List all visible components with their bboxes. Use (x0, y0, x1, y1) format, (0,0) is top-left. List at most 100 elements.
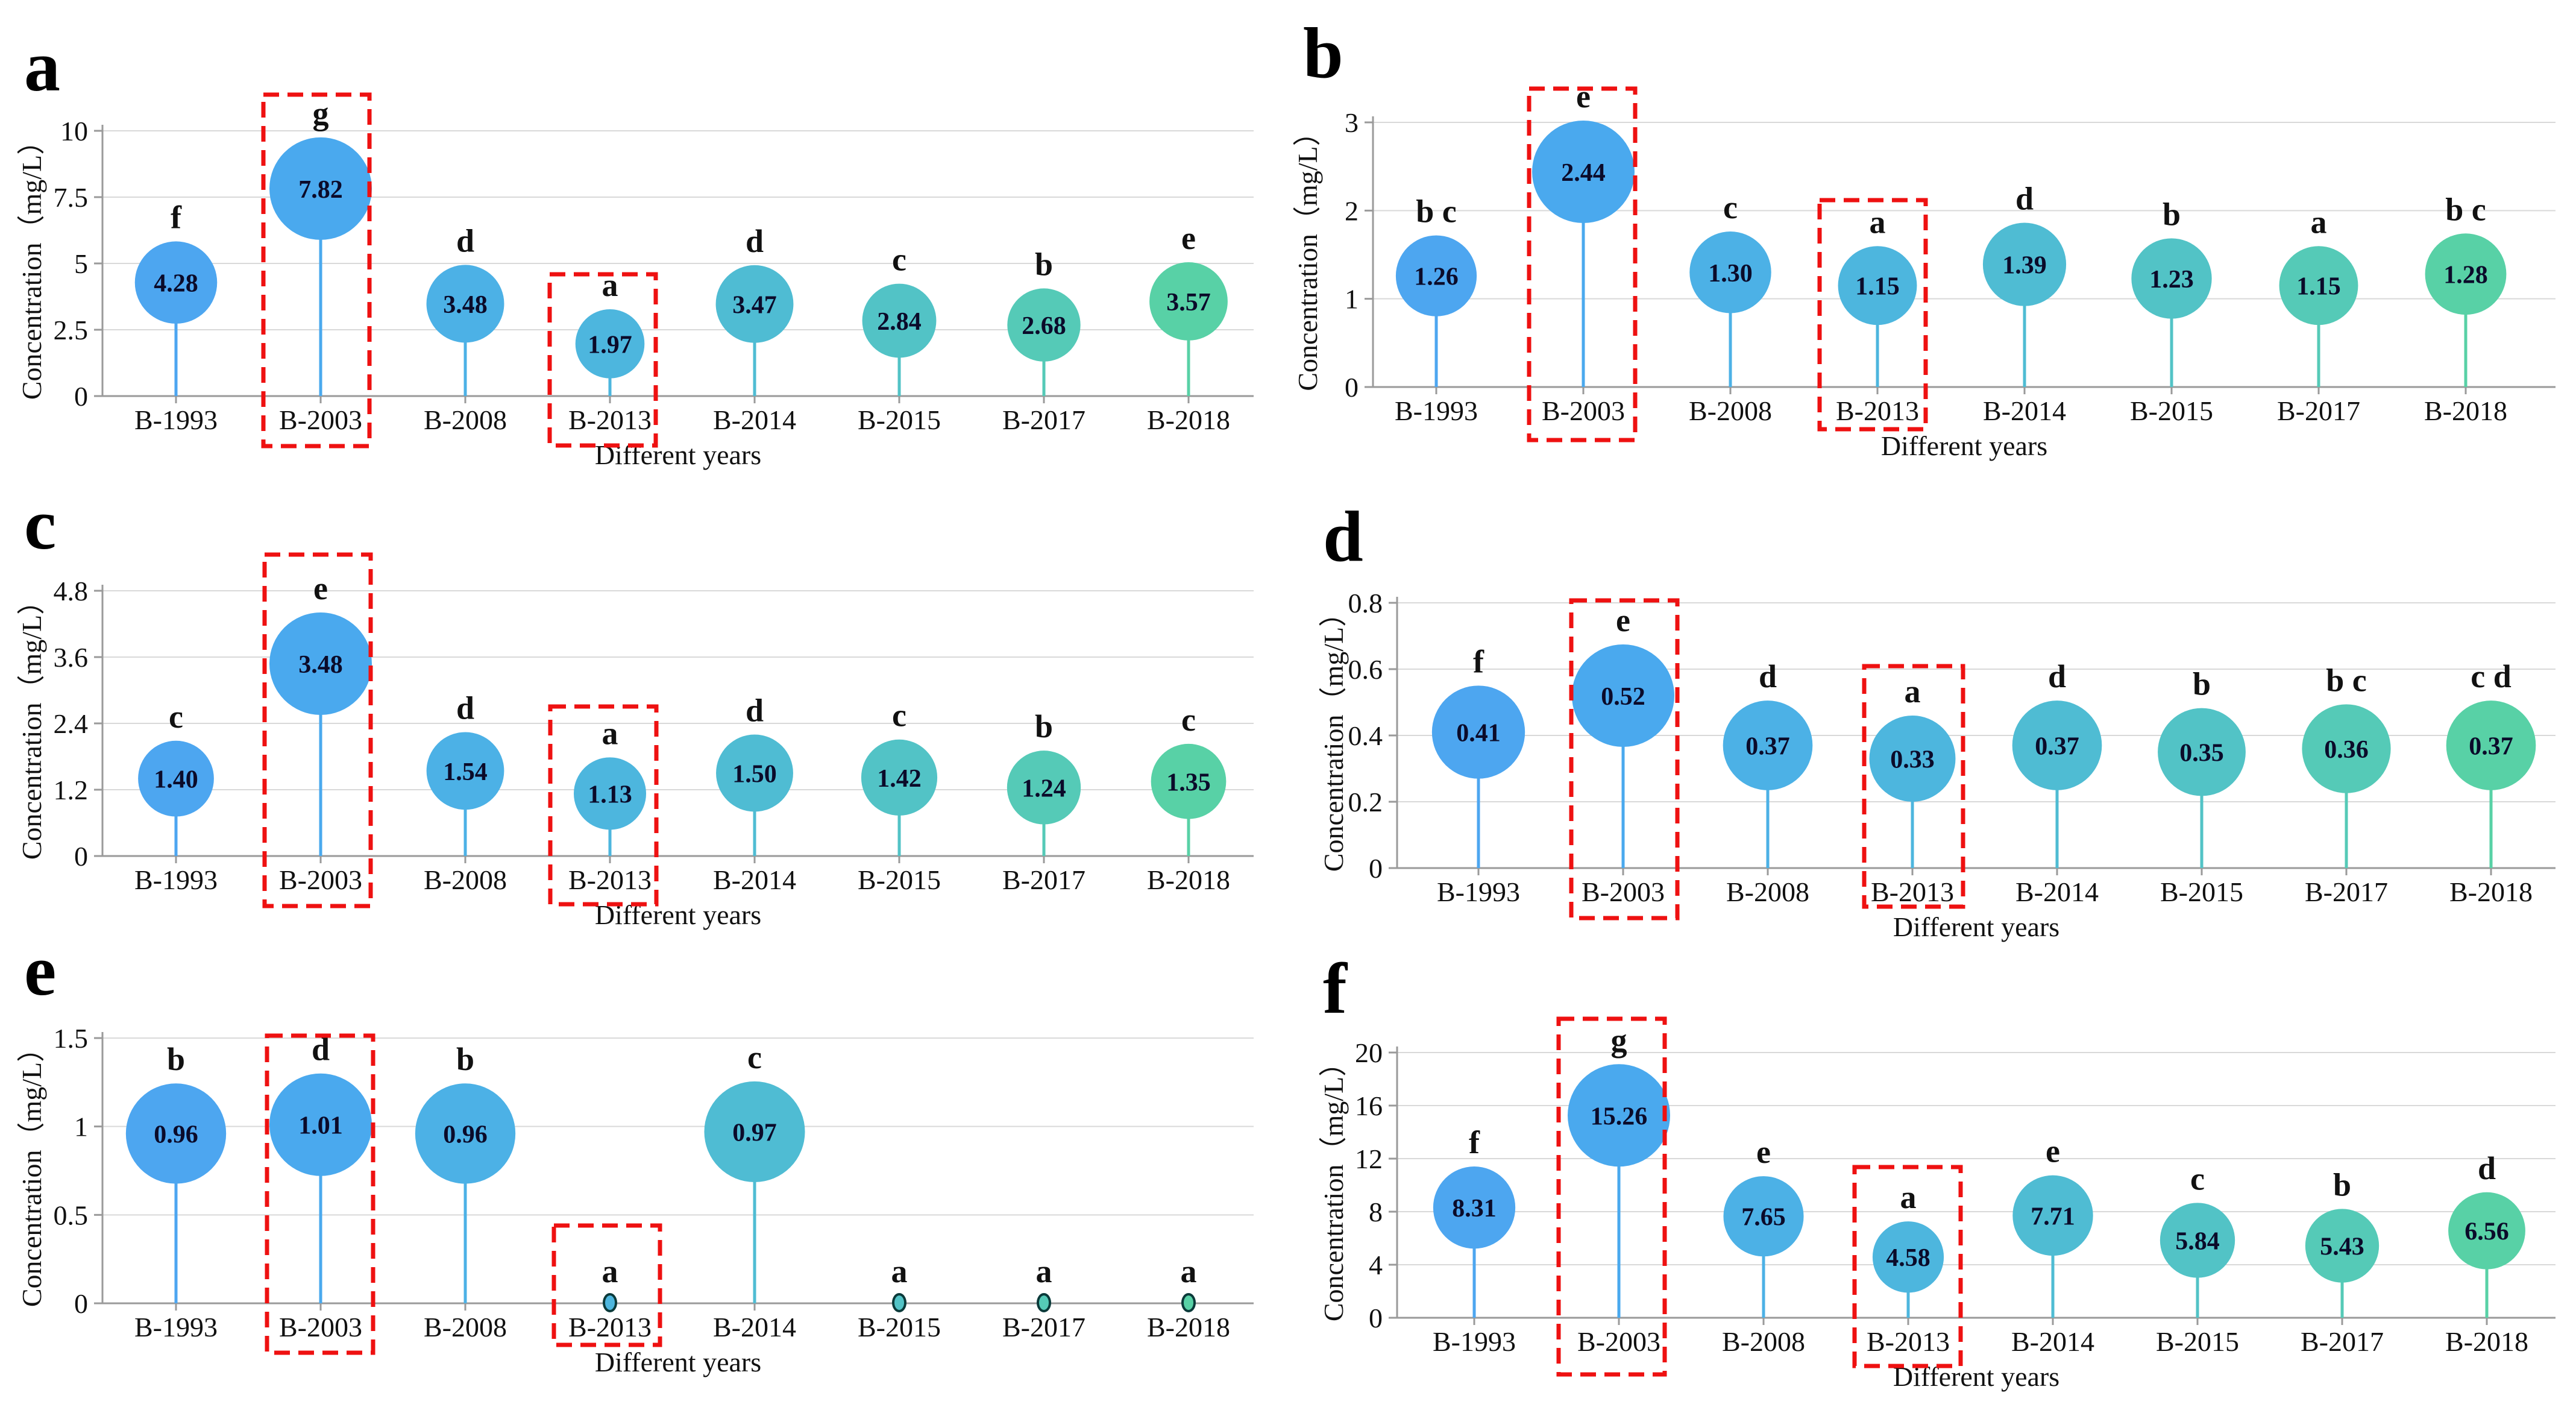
lollipop-bubble (1395, 235, 1477, 316)
significance-letter: c (892, 242, 906, 278)
panel-letter: c (24, 484, 56, 564)
highlight-box (1527, 86, 1638, 442)
x-tick-label: B-2008 (424, 864, 507, 895)
lollipop-bubble (704, 1081, 805, 1183)
y-tick-label: 0.8 (1348, 588, 1383, 618)
significance-letter: g (1611, 1022, 1627, 1058)
y-tick-label: 12 (1355, 1144, 1383, 1174)
significance-letter: a (1036, 1253, 1052, 1289)
highlight-box (551, 1223, 662, 1347)
x-tick-label: B-2008 (1689, 395, 1772, 426)
y-axis-title: Concentration（mg/L） (16, 127, 47, 400)
significance-letter: e (1181, 220, 1196, 256)
data-label: 0.37 (2035, 733, 2079, 761)
x-tick-label: B-2018 (1147, 1312, 1230, 1342)
x-tick-label: B-2015 (858, 404, 941, 435)
y-tick-label: 2.5 (54, 315, 89, 345)
lollipop-bubble (1007, 751, 1081, 825)
significance-letter: a (1905, 673, 1921, 710)
lollipop-bubble (1568, 1064, 1670, 1167)
significance-letter: e (1576, 78, 1591, 115)
significance-letter: c (2190, 1160, 2205, 1197)
highlight-box (548, 704, 659, 907)
lollipop-bubble (862, 283, 937, 358)
x-tick-label: B-2008 (1722, 1326, 1805, 1357)
data-label: 5.43 (2320, 1233, 2364, 1261)
data-label: 0.33 (1890, 746, 1935, 774)
x-tick-label: B-2008 (424, 1312, 507, 1342)
significance-letter: c (892, 697, 906, 734)
panel-a: a 0 2.5 5 7.5 10 Concentration（mg/L） Different … (16, 26, 1254, 470)
panel-letter: e (24, 930, 56, 1010)
lollipop-bubble (2425, 233, 2507, 315)
lollipop-bubble (2279, 246, 2358, 326)
y-axis-title: Concentration（mg/L） (1318, 1049, 1349, 1321)
data-label: 7.65 (1741, 1204, 1786, 1232)
significance-letter: d (1759, 658, 1777, 694)
significance-letter: a (1900, 1179, 1917, 1215)
significance-letter: b (2333, 1166, 2351, 1203)
significance-letter: d (746, 693, 764, 729)
y-tick-label: 0.2 (1348, 787, 1383, 817)
significance-letter: d (2478, 1150, 2496, 1186)
panel-letter: f (1323, 948, 1348, 1028)
x-tick-label: B-2018 (2445, 1326, 2528, 1357)
lollipop-bubble (1872, 1221, 1944, 1293)
highlight-box (1556, 1016, 1667, 1377)
x-tick-label: B-2018 (2449, 877, 2533, 907)
x-axis-title: Different years (595, 439, 761, 470)
lollipop-bubble (2305, 1209, 2380, 1283)
lollipop-bubble (2158, 708, 2246, 796)
y-tick-label: 20 (1355, 1037, 1383, 1068)
data-label: 0.52 (1601, 683, 1645, 711)
data-label: 1.26 (1414, 263, 1459, 291)
lollipop-bubble (1433, 1166, 1516, 1249)
significance-letter: a (1870, 204, 1886, 240)
data-label: 1.50 (732, 761, 777, 788)
x-tick-label: B-2018 (1147, 404, 1230, 435)
data-label: 1.97 (588, 331, 632, 359)
lollipop-bubble (125, 1083, 227, 1184)
x-tick-label: B-2003 (1577, 1326, 1660, 1357)
data-label: 3.48 (443, 291, 488, 319)
highlight-box (1852, 1165, 1963, 1368)
x-tick-label: B-1993 (1437, 877, 1520, 907)
significance-letter: a (891, 1253, 908, 1289)
x-tick-label: B-2014 (713, 864, 796, 895)
lollipop-bubble (269, 1073, 372, 1176)
data-label: 7.82 (298, 176, 343, 204)
lollipop-bubble (2448, 1192, 2525, 1270)
significance-letter: b (2163, 196, 2181, 232)
data-label: 2.68 (1022, 312, 1066, 340)
y-tick-label: 0 (74, 1288, 88, 1319)
data-label: 4.58 (1886, 1244, 1930, 1272)
lollipop-bubble (134, 241, 218, 324)
data-label: 1.30 (1708, 260, 1753, 288)
lollipop-bubble (715, 265, 794, 343)
y-tick-label: 7.5 (54, 182, 89, 213)
y-tick-label: 4 (1369, 1250, 1383, 1280)
data-label: 1.15 (2296, 273, 2341, 301)
y-tick-label: 16 (1355, 1091, 1383, 1121)
x-tick-label: B-2003 (1582, 877, 1665, 907)
significance-letter: d (456, 222, 474, 259)
panel-letter: b (1303, 13, 1343, 93)
data-label: 7.71 (2031, 1203, 2075, 1230)
data-label: 1.23 (2149, 266, 2194, 294)
x-tick-label: B-2018 (1147, 864, 1230, 895)
significance-letter: b c (1416, 194, 1457, 230)
lollipop-bubble (1982, 222, 2067, 306)
data-label: 3.57 (1166, 289, 1211, 316)
significance-letter: b (456, 1041, 474, 1077)
x-tick-label: B-2013 (1836, 395, 1919, 426)
panel-c: c01.22.43.64.8Concentration（mg/L）Differe… (16, 484, 1254, 930)
y-tick-label: 0.4 (1348, 720, 1383, 751)
significance-letter: e (1756, 1134, 1771, 1170)
significance-letter: c (169, 699, 183, 735)
y-tick-label: 10 (60, 116, 88, 146)
x-tick-label: B-1993 (134, 1312, 218, 1342)
significance-letter: b (167, 1041, 185, 1077)
significance-letter: c d (2471, 658, 2512, 694)
